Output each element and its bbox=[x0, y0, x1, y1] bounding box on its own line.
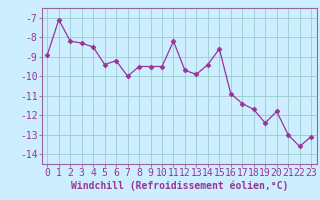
X-axis label: Windchill (Refroidissement éolien,°C): Windchill (Refroidissement éolien,°C) bbox=[70, 181, 288, 191]
